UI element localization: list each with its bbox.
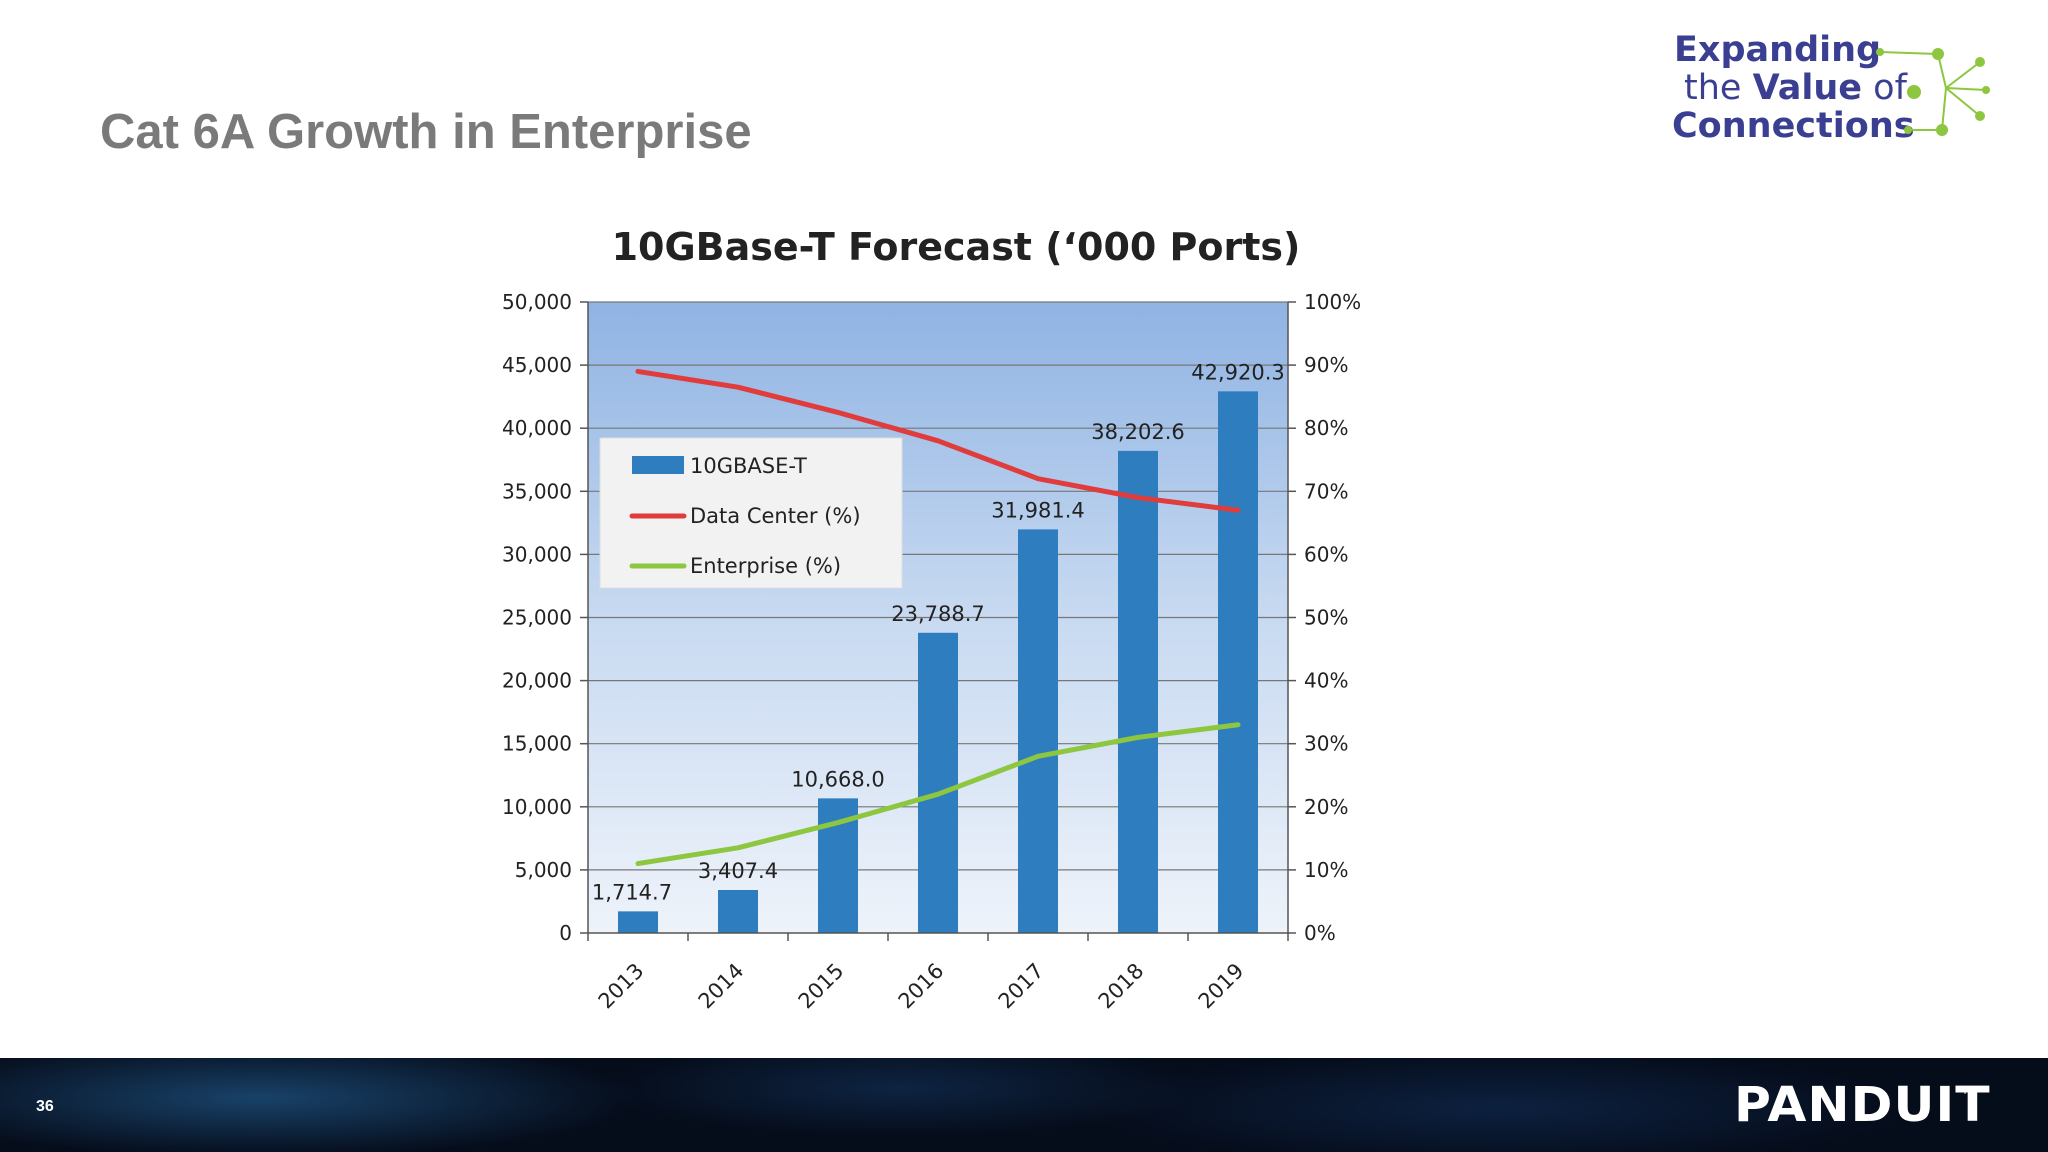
y-left-tick-label: 10,000 bbox=[502, 795, 572, 819]
y-right-tick-label: 100% bbox=[1304, 290, 1361, 314]
y-left-tick-label: 35,000 bbox=[502, 479, 572, 503]
brand-line-2-post: of bbox=[1862, 68, 1907, 108]
series-line bbox=[635, 722, 1241, 867]
x-tick-label: 2014 bbox=[694, 959, 749, 1014]
y-left-tick-label: 20,000 bbox=[502, 669, 572, 693]
y-left-tick-label: 40,000 bbox=[502, 416, 572, 440]
network-nodes-icon bbox=[1876, 48, 1990, 136]
bar-data-label: 42,920.3 bbox=[1191, 360, 1285, 384]
bar-data-label: 23,788.7 bbox=[891, 602, 985, 626]
trademark-mark: TM bbox=[1962, 1086, 1977, 1097]
page-number: 36 bbox=[36, 1098, 54, 1115]
y-left-tick-label: 50,000 bbox=[502, 290, 572, 314]
brand-line-3: Connections bbox=[1672, 106, 1915, 146]
y-right-tick-label: 70% bbox=[1304, 479, 1348, 503]
x-tick-label: 2017 bbox=[994, 959, 1049, 1014]
bar bbox=[1118, 450, 1158, 933]
footer-bar: 36 PANDUIT TM bbox=[0, 1058, 2048, 1152]
y-left-tick-label: 15,000 bbox=[502, 732, 572, 756]
legend-swatch bbox=[632, 456, 684, 474]
x-tick-label: 2016 bbox=[894, 959, 949, 1014]
chart-panel: 10GBase-T Forecast (‘000 Ports) 1,714.7 3… bbox=[448, 200, 1398, 1064]
y-left-tick-label: 5,000 bbox=[515, 858, 572, 882]
y-left-tick-label: 0 bbox=[559, 921, 572, 945]
y-right-tick-label: 20% bbox=[1304, 795, 1348, 819]
bar bbox=[918, 632, 958, 933]
brand-line-2-pre: the bbox=[1684, 68, 1753, 108]
x-tick-label: 2019 bbox=[1194, 959, 1249, 1014]
chart-title: 10GBase-T Forecast (‘000 Ports) bbox=[612, 225, 1301, 269]
y-right-tick-label: 40% bbox=[1304, 669, 1348, 693]
bar bbox=[718, 889, 758, 933]
legend-entry: 10GBASE-T bbox=[690, 454, 807, 478]
forecast-chart: 10GBase-T Forecast (‘000 Ports) 1,714.7 3… bbox=[502, 225, 1361, 1014]
y-left-tick-label: 45,000 bbox=[502, 353, 572, 377]
bar-data-label: 31,981.4 bbox=[991, 498, 1085, 522]
brand-line-1: Expanding bbox=[1674, 30, 1882, 70]
x-tick-label: 2013 bbox=[594, 959, 649, 1014]
y-right-tick-label: 90% bbox=[1304, 353, 1348, 377]
y-right-tick-label: 30% bbox=[1304, 732, 1348, 756]
y-right-tick-label: 10% bbox=[1304, 858, 1348, 882]
footer-background bbox=[0, 1058, 2048, 1152]
panduit-logo: PANDUIT bbox=[1734, 1077, 1991, 1133]
y-right-tick-label: 80% bbox=[1304, 416, 1348, 440]
legend-entry: Enterprise (%) bbox=[690, 554, 841, 578]
y-right-tick-label: 50% bbox=[1304, 606, 1348, 630]
bar bbox=[1218, 391, 1258, 933]
brand-line-2: the Value of bbox=[1684, 68, 1907, 108]
bar-data-label: 38,202.6 bbox=[1091, 420, 1185, 444]
bar-data-label: 10,668.0 bbox=[791, 767, 885, 791]
brand-line-2-bold: Value bbox=[1752, 68, 1863, 108]
legend-entry: Data Center (%) bbox=[690, 504, 861, 528]
x-tick-label: 2018 bbox=[1094, 959, 1149, 1014]
series-line bbox=[635, 368, 1241, 513]
bar-data-label: 3,407.4 bbox=[698, 859, 778, 883]
y-left-tick-label: 25,000 bbox=[502, 606, 572, 630]
bar bbox=[618, 911, 658, 933]
y-right-tick-label: 0% bbox=[1304, 921, 1336, 945]
bar-data-label: 1,714.7 bbox=[592, 880, 672, 904]
slide-title: Cat 6A Growth in Enterprise bbox=[100, 105, 752, 159]
bar bbox=[1018, 529, 1058, 933]
brand-logo: Expanding the Value of Connections bbox=[1660, 26, 2000, 156]
y-left-tick-label: 30,000 bbox=[502, 542, 572, 566]
x-tick-label: 2015 bbox=[794, 959, 849, 1014]
y-right-tick-label: 60% bbox=[1304, 542, 1348, 566]
